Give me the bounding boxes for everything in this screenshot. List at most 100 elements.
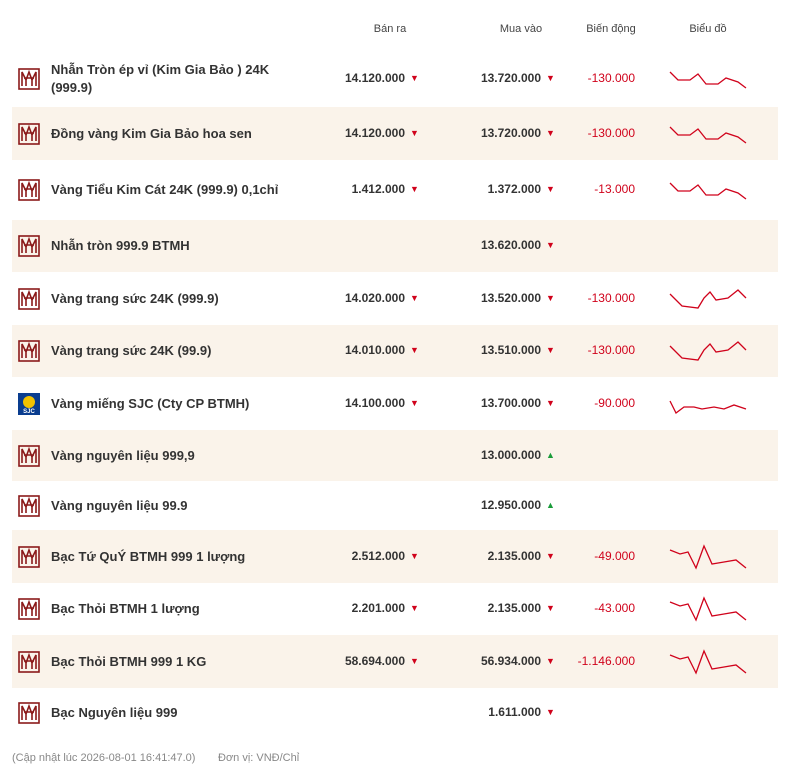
- price-change: -90.000: [594, 395, 635, 410]
- sparkline: [668, 542, 748, 572]
- price-change: -43.000: [594, 601, 635, 615]
- sparkline: [668, 594, 748, 624]
- buy-price: 13.720.000: [480, 125, 541, 140]
- logo: [18, 67, 40, 90]
- product-name: Vàng miếng SJC (Cty CP BTMH): [51, 395, 250, 411]
- sparkline: [668, 175, 748, 205]
- product-name: Vàng nguyên liệu 99.9: [51, 497, 188, 513]
- trend-arrow: ▼: [410, 292, 419, 303]
- buy-price: 2.135.000: [487, 601, 541, 615]
- product-name: Bạc Tứ QuÝ BTMH 999 1 lượng: [51, 548, 246, 564]
- header-change: Biến động: [586, 23, 636, 35]
- trend-arrow: ▼: [546, 127, 555, 138]
- logo: [18, 701, 40, 724]
- logo: [18, 650, 40, 673]
- sparkline: [668, 389, 748, 419]
- table-row: [12, 325, 778, 377]
- header-sell: Bán ra: [373, 23, 407, 35]
- product-name: Nhẫn Tròn ép vỉ (Kim Gia Bảo ) 24K (999.…: [51, 61, 270, 95]
- table-row: [12, 107, 778, 160]
- buy-price: 12.950.000: [480, 497, 541, 512]
- logo: [18, 122, 40, 145]
- update-time: (Cập nhật lúc 2026-08-01 16:41:47.0): [12, 752, 196, 764]
- trend-arrow: ▼: [410, 550, 419, 561]
- buy-price: 13.520.000: [480, 290, 541, 305]
- table-row: [12, 220, 778, 272]
- trend-arrow: ▼: [410, 397, 419, 408]
- trend-arrow: ▼: [410, 127, 419, 138]
- sell-price: 2.512.000: [351, 548, 405, 563]
- price-change: -130.000: [587, 125, 635, 140]
- logo-text: SJC: [23, 409, 35, 415]
- product-name: Bạc Thỏi BTMH 1 lượng: [51, 601, 200, 616]
- trend-arrow: ▼: [410, 603, 419, 613]
- buy-price: 13.000.000: [480, 447, 541, 462]
- price-change: -130.000: [587, 70, 635, 85]
- product-name: Bạc Thỏi BTMH 999 1 KG: [51, 653, 207, 669]
- trend-arrow: ▼: [546, 550, 555, 561]
- logo: [18, 444, 40, 467]
- header-buy: Mua vào: [499, 23, 543, 35]
- buy-price: 13.620.000: [480, 238, 541, 252]
- price-change: -130.000: [587, 290, 635, 305]
- sell-price: 14.100.000: [344, 395, 405, 410]
- sparkline: [668, 336, 748, 366]
- logo: [18, 340, 40, 362]
- sparkline: [668, 119, 748, 149]
- sell-price: 14.120.000: [344, 125, 405, 140]
- trend-arrow: ▼: [546, 345, 555, 355]
- trend-arrow: ▼: [546, 184, 555, 194]
- product-name: Vàng nguyên liệu 999,9: [51, 447, 195, 463]
- trend-arrow: ▼: [546, 603, 555, 613]
- logo: [18, 598, 40, 620]
- product-name: Đồng vàng Kim Gia Bảo hoa sen: [51, 125, 252, 141]
- buy-price: 1.611.000: [488, 704, 541, 719]
- price-change: -1.146.000: [577, 653, 635, 668]
- trend-arrow: ▼: [546, 655, 555, 666]
- sell-price: 58.694.000: [344, 653, 405, 668]
- price-change: -130.000: [587, 343, 635, 357]
- trend-arrow: ▼: [546, 72, 555, 83]
- logo: [18, 494, 40, 517]
- buy-price: 13.510.000: [480, 343, 541, 357]
- sell-price: 14.010.000: [344, 343, 405, 357]
- buy-price: 56.934.000: [480, 653, 541, 668]
- sell-price: 2.201.000: [351, 601, 405, 615]
- trend-arrow: ▼: [546, 292, 555, 303]
- logo: [18, 179, 40, 201]
- logo: [18, 235, 40, 257]
- sparkline: [668, 647, 748, 677]
- buy-price: 13.700.000: [480, 395, 541, 410]
- trend-arrow: ▲: [546, 499, 555, 510]
- sell-price: 1.412.000: [351, 182, 405, 196]
- logo: SJC: [18, 392, 40, 415]
- logo: [18, 545, 40, 568]
- price-change: -49.000: [594, 548, 635, 563]
- product-name: Nhẫn tròn 999.9 BTMH: [51, 238, 190, 253]
- buy-price: 1.372.000: [487, 182, 541, 196]
- product-name: Bạc Nguyên liệu 999: [51, 704, 178, 720]
- trend-arrow: ▼: [410, 184, 419, 194]
- buy-price: 13.720.000: [480, 70, 541, 85]
- header-chart: Biểu đồ: [689, 23, 727, 35]
- table-row: [12, 635, 778, 688]
- trend-arrow: ▼: [410, 655, 419, 666]
- trend-arrow: ▼: [410, 72, 419, 83]
- trend-arrow: ▼: [546, 397, 555, 408]
- table-row: [12, 430, 778, 481]
- sell-price: 14.120.000: [344, 70, 405, 85]
- unit: Đơn vị: VNĐ/Chỉ: [218, 752, 300, 764]
- sell-price: 14.020.000: [344, 290, 405, 305]
- logo: [18, 287, 40, 310]
- trend-arrow: ▼: [546, 240, 555, 250]
- sparkline: [668, 284, 748, 314]
- product-name: Vàng Tiểu Kim Cát 24K (999.9) 0,1chỉ: [51, 182, 279, 197]
- trend-arrow: ▼: [546, 706, 555, 717]
- trend-arrow: ▼: [410, 345, 419, 355]
- buy-price: 2.135.000: [487, 548, 541, 563]
- product-name: Vàng trang sức 24K (999.9): [51, 290, 219, 306]
- trend-arrow: ▲: [546, 449, 555, 460]
- table-row: [12, 530, 778, 583]
- product-name: Vàng trang sức 24K (99.9): [51, 343, 212, 358]
